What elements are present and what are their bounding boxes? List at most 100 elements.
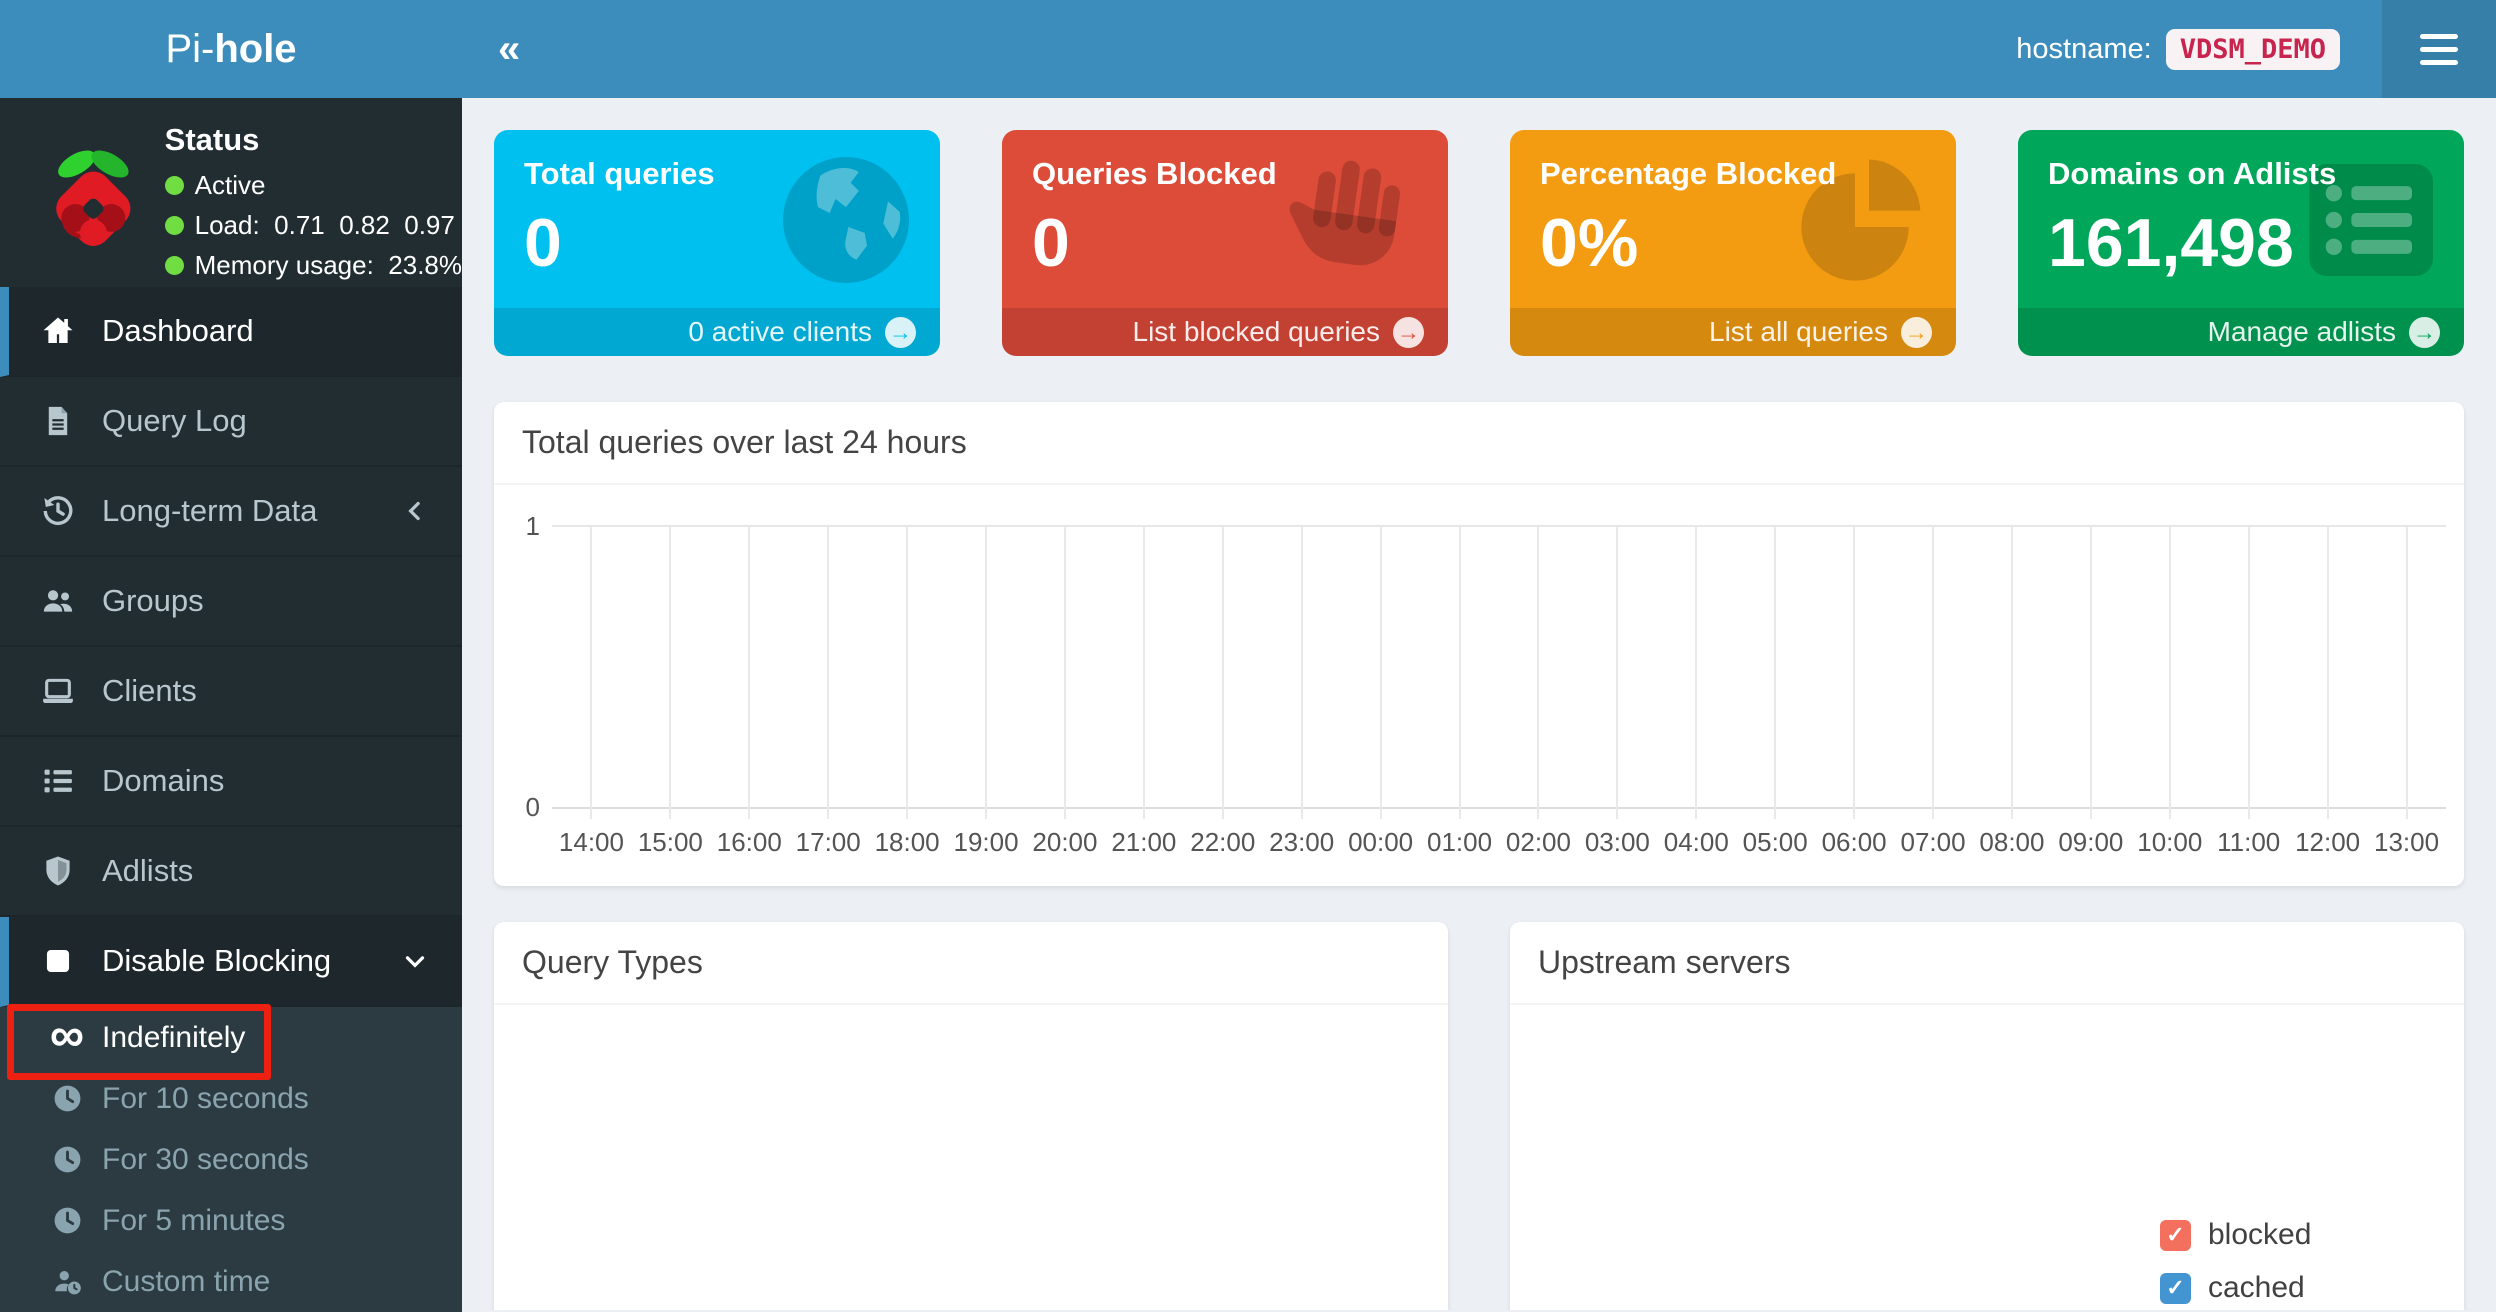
chart-legend: ✓ blocked ✓ cached: [2160, 1218, 2311, 1305]
history-icon: [40, 493, 76, 529]
sidebar-subitem-label: Custom time: [102, 1264, 271, 1298]
x-axis-tick: 19:00: [953, 827, 1019, 857]
sidebar-item-label: Clients: [102, 673, 197, 708]
sidebar-item-label: Disable Blocking: [102, 943, 332, 978]
card-footer-link[interactable]: Manage adlists →: [2018, 308, 2464, 356]
sidebar-subitem-label: Indefinitely: [102, 1020, 246, 1054]
sidebar-item-query-log[interactable]: Query Log: [0, 377, 462, 467]
sidebar-item-label: Adlists: [102, 853, 194, 888]
y-axis-tick: 1: [525, 511, 540, 541]
hamburger-bar: [2420, 33, 2458, 39]
gridline: [1142, 527, 1145, 819]
gridline: [1853, 527, 1856, 819]
legend-swatch: ✓: [2160, 1219, 2191, 1251]
card-footer-link[interactable]: List blocked queries →: [1002, 308, 1448, 356]
status-panel: Status Active Load: 0.71 0.82 0.97 Memor…: [0, 98, 462, 287]
x-axis-tick: 13:00: [2373, 827, 2440, 857]
pihole-logo[interactable]: Pi-hole: [0, 0, 462, 98]
sidebar-item-groups[interactable]: Groups: [0, 557, 462, 647]
panel-title: Query Types: [522, 944, 703, 980]
sidebar-item-label: Domains: [102, 763, 225, 798]
gridline: [590, 527, 593, 819]
sidebar-subitem-for-5-minutes[interactable]: For 5 minutes: [0, 1190, 462, 1251]
sidebar-item-domains[interactable]: Domains: [0, 737, 462, 827]
sidebar-item-label: Long-term Data: [102, 493, 318, 528]
queries-over-time-panel: Total queries over last 24 hours 1 0 14:…: [494, 402, 2464, 886]
gridline: [2326, 527, 2329, 819]
gridline: [1774, 527, 1777, 819]
legend-item-blocked[interactable]: ✓ blocked: [2160, 1218, 2311, 1252]
hamburger-menu-button[interactable]: [2382, 0, 2496, 98]
status-info: Status Active Load: 0.71 0.82 0.97 Memor…: [164, 120, 462, 287]
panel-title: Upstream servers: [1538, 944, 1791, 980]
card-title: Queries Blocked: [1032, 156, 1277, 191]
arrow-circle-right-icon: →: [2409, 316, 2440, 348]
pihole-raspberry-logo: [56, 150, 131, 246]
card-footer-link[interactable]: 0 active clients →: [494, 308, 940, 356]
card-value: 0%: [1540, 205, 1639, 281]
x-axis-tick: 22:00: [1190, 827, 1256, 857]
clock-icon: [44, 1083, 90, 1114]
x-axis-tick: 10:00: [2137, 827, 2203, 857]
sidebar-subitem-indefinitely[interactable]: ∞ Indefinitely: [49, 1008, 246, 1062]
x-axis-tick: 06:00: [1821, 827, 1887, 857]
sidebar-subitem-for-30-seconds[interactable]: For 30 seconds: [0, 1129, 462, 1190]
x-axis-tick: 14:00: [558, 827, 624, 857]
file-icon: [40, 403, 76, 439]
gridline: [1458, 527, 1461, 819]
globe-icon: [783, 157, 909, 283]
sidebar-item-long-term-data[interactable]: Long-term Data: [0, 467, 462, 557]
gridline: [1300, 527, 1303, 819]
gridline: [669, 527, 672, 819]
time-chart-plot[interactable]: 1 0: [526, 511, 2446, 822]
panel-header: Total queries over last 24 hours: [494, 402, 2464, 485]
content-area: Total queries 0 0 active clients → Queri…: [462, 98, 2496, 1310]
stat-card: Queries Blocked 0 List blocked queries →: [1002, 130, 1448, 356]
card-value: 161,498: [2048, 205, 2294, 281]
arrow-circle-right-icon: →: [885, 316, 916, 348]
stat-card: Domains on Adlists 161,498 Manage adlist…: [2018, 130, 2464, 356]
card-footer-link[interactable]: List all queries →: [1510, 308, 1956, 356]
sidebar-subitem-for-10-seconds[interactable]: For 10 seconds: [0, 1068, 462, 1129]
sidebar-item-label: Query Log: [102, 403, 247, 438]
x-axis-tick: 21:00: [1111, 827, 1177, 857]
user-clock-icon: [44, 1266, 90, 1297]
status-row-memory: Memory usage: 23.8%: [164, 250, 462, 281]
sidebar-item-dashboard[interactable]: Dashboard: [0, 287, 462, 377]
hostname-label: hostname:: [2016, 32, 2152, 65]
x-axis-tick: 07:00: [1900, 827, 1966, 857]
top-navbar: Pi-hole « hostname: VDSM_DEMO: [0, 0, 2496, 98]
sidebar-collapse-button[interactable]: «: [498, 27, 521, 71]
hostname-badge: VDSM_DEMO: [2165, 28, 2340, 70]
gridline: [827, 527, 830, 819]
sidebar-item-clients[interactable]: Clients: [0, 647, 462, 737]
sidebar-item-adlists[interactable]: Adlists: [0, 827, 462, 917]
gridline: [2247, 527, 2250, 819]
gridline: [1932, 527, 1935, 819]
status-dot: [164, 256, 184, 275]
sidebar-subitem-custom-time[interactable]: Custom time: [0, 1251, 462, 1312]
status-load-text: Load: 0.71 0.82 0.97: [194, 210, 455, 240]
arrow-circle-right-icon: →: [1393, 316, 1424, 348]
card-footer-label: List all queries: [1709, 316, 1888, 347]
logo-text-bold: hole: [214, 26, 297, 71]
stat-card: Total queries 0 0 active clients →: [494, 130, 940, 356]
sidebar-menu: Dashboard Query Log Long-term Data Gro: [0, 287, 462, 1007]
hand-paper-icon: [1289, 160, 1401, 266]
x-axis-tick: 18:00: [874, 827, 940, 857]
x-axis-tick: 08:00: [1979, 827, 2045, 857]
gridline: [1221, 527, 1224, 819]
panel-header: Query Types: [494, 922, 1448, 1005]
sidebar-item-disable-blocking[interactable]: Disable Blocking: [0, 917, 462, 1007]
card-footer-label: Manage adlists: [2207, 316, 2396, 347]
stat-card: Percentage Blocked 0% List all queries →: [1510, 130, 1956, 356]
gridline: [2168, 527, 2171, 819]
list-alt-icon: [2309, 164, 2433, 276]
panel-header: Upstream servers: [1510, 922, 2464, 1005]
x-axis-tick: 03:00: [1584, 827, 1650, 857]
logo-text-light: Pi-: [165, 26, 215, 71]
legend-item-cached[interactable]: ✓ cached: [2160, 1271, 2311, 1305]
card-title: Total queries: [524, 156, 715, 191]
sidebar-subitem-label: For 10 seconds: [102, 1081, 309, 1115]
